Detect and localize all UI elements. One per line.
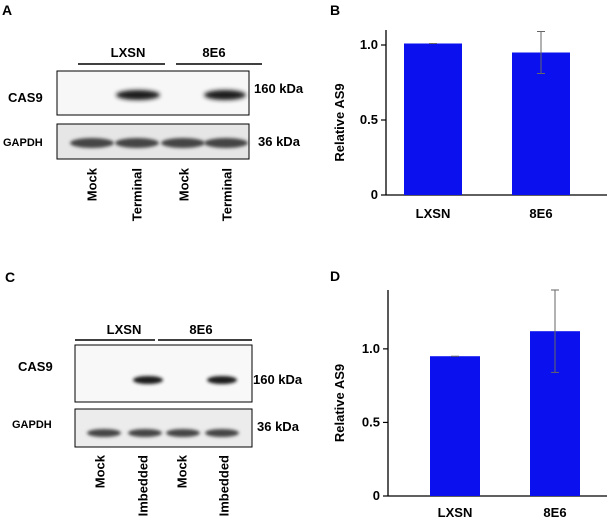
panel-c-letter: C — [5, 269, 15, 285]
chart-b: 0 0.5 1.0 Relative AS9 LXSN 8E6 — [332, 30, 607, 221]
row-label-gapdh: GAPDH — [3, 137, 43, 149]
size-label-36-c: 36 kDa — [257, 419, 300, 434]
lane-label-c-1: Mock — [92, 454, 107, 488]
band-gapdh-4 — [204, 138, 248, 148]
x-tick-label: LXSN — [416, 206, 451, 221]
blot-cas9-c — [74, 344, 253, 403]
x-tick-label: 8E6 — [543, 505, 566, 520]
group-label-8e6: 8E6 — [202, 45, 225, 60]
y-tick-label: 0 — [371, 187, 378, 202]
chart-d: 0 0.5 1.0 Relative AS9 LXSN 8E6 — [332, 289, 607, 520]
band-gapdh-c-1 — [87, 429, 121, 437]
lane-label-c-3: Mock — [174, 454, 189, 488]
row-label-cas9-c: CAS9 — [18, 359, 53, 374]
row-label-gapdh-c: GAPDH — [12, 419, 52, 431]
lane-label-2: Terminal — [129, 168, 144, 221]
band-gapdh-1 — [70, 138, 114, 148]
panel-b-letter: B — [330, 2, 340, 18]
lane-label-1: Mock — [84, 167, 99, 201]
panel-d: D 0 0.5 1.0 Relative AS9 LXSN 8E6 — [330, 268, 607, 520]
band-gapdh-c-2 — [128, 429, 162, 437]
x-tick-label: LXSN — [438, 505, 473, 520]
band-gapdh-3 — [161, 138, 205, 148]
y-tick-label: 1.0 — [360, 37, 378, 52]
band-gapdh-c-4 — [205, 429, 239, 437]
y-tick-label: 1.0 — [362, 341, 380, 356]
y-axis-label: Relative AS9 — [332, 83, 347, 161]
panel-a-letter: A — [2, 2, 12, 18]
size-label-36: 36 kDa — [258, 134, 301, 149]
group-label-lxsn-c: LXSN — [107, 322, 142, 337]
band-gapdh-2 — [115, 138, 159, 148]
y-tick-label: 0.5 — [360, 112, 378, 127]
band-gapdh-c-3 — [166, 429, 200, 437]
size-label-160-c: 160 kDa — [253, 372, 303, 387]
panel-a: A LXSN 8E6 CAS9 160 kDa GAPDH 36 kDa Moc… — [2, 2, 304, 221]
lane-label-4: Terminal — [219, 168, 234, 221]
lane-label-c-2: Imbedded — [135, 455, 150, 516]
group-label-8e6-c: 8E6 — [189, 322, 212, 337]
blot-gapdh-c — [74, 408, 253, 448]
size-label-160: 160 kDa — [254, 81, 304, 96]
row-label-cas9: CAS9 — [8, 90, 43, 105]
y-tick-label: 0.5 — [362, 414, 380, 429]
panel-c: C LXSN 8E6 CAS9 160 kDa GAPDH 36 kDa Moc… — [5, 269, 303, 516]
bar-lxsn — [404, 43, 462, 195]
lane-label-c-4: Imbedded — [216, 455, 231, 516]
panel-b: B 0 0.5 1.0 Relative AS9 LXSN 8E6 — [330, 2, 607, 221]
group-label-lxsn: LXSN — [111, 45, 146, 60]
band-cas9-terminal-lxsn — [116, 90, 160, 100]
band-cas9-imbedded-8e6 — [207, 376, 237, 384]
lane-label-3: Mock — [176, 167, 191, 201]
band-cas9-imbedded-lxsn — [133, 376, 163, 384]
band-cas9-terminal-8e6 — [204, 90, 246, 100]
y-tick-label: 0 — [373, 488, 380, 503]
x-tick-label: 8E6 — [529, 206, 552, 221]
bar-8e6 — [512, 52, 570, 195]
panel-d-letter: D — [330, 268, 340, 284]
y-axis-label: Relative AS9 — [332, 364, 347, 442]
bar-lxsn — [430, 356, 480, 496]
